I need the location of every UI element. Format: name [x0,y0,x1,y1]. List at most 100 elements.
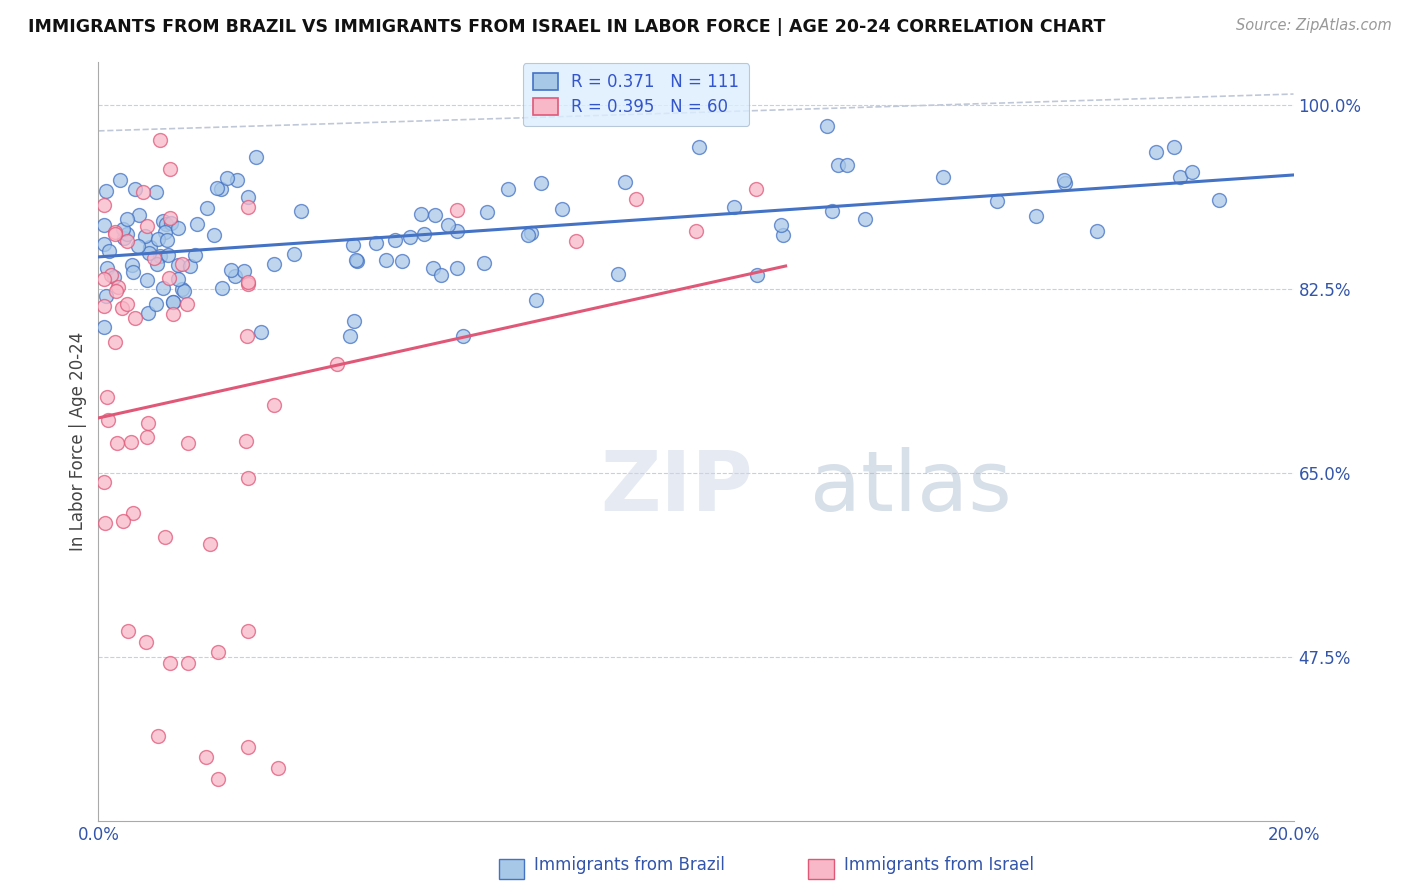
Point [159,211,181,225]
Point [772,227,794,242]
Point [215,171,238,186]
Point [263,398,285,412]
Point [112,222,135,236]
Point [117,212,139,227]
Point [236,329,259,343]
Point [108,172,131,186]
Point [688,140,710,154]
Point [186,218,208,232]
Point [128,208,150,222]
Point [412,227,434,242]
Point [93,271,115,285]
Point [1163,140,1185,154]
Point [530,176,553,190]
Point [159,271,181,285]
Point [235,434,257,448]
Point [184,248,207,262]
Point [148,730,170,744]
Point [115,227,138,242]
Point [211,280,233,294]
Point [517,228,540,243]
Point [221,263,243,277]
Point [626,192,648,206]
Point [290,204,312,219]
Point [104,227,127,242]
Point [236,190,259,204]
Point [177,656,200,670]
Point [520,226,543,240]
Point [207,180,229,194]
Point [342,238,364,252]
Point [93,319,115,334]
Point [159,656,181,670]
Point [149,133,172,147]
Point [399,229,422,244]
Point [224,268,246,283]
Point [103,269,125,284]
Point [770,218,793,232]
Point [162,307,184,321]
Point [986,194,1008,209]
Point [173,284,195,298]
Point [236,471,259,485]
Point [96,390,118,404]
Point [409,207,432,221]
Point [475,205,498,219]
Point [170,257,193,271]
Point [446,261,468,276]
Point [136,416,159,430]
Point [820,203,842,218]
Point [136,219,159,233]
Point [93,299,115,313]
Point [153,530,176,544]
Point [112,514,135,528]
Point [156,233,179,247]
Point [364,235,387,250]
Point [326,357,349,371]
Point [145,185,167,199]
Point [160,217,183,231]
Point [132,186,155,200]
Point [198,537,221,551]
Point [155,217,177,231]
Point [167,258,190,272]
Point [855,211,877,226]
Text: IMMIGRANTS FROM BRAZIL VS IMMIGRANTS FROM ISRAEL IN LABOR FORCE | AGE 20-24 CORR: IMMIGRANTS FROM BRAZIL VS IMMIGRANTS FRO… [28,18,1105,36]
Point [157,248,180,262]
Point [148,232,170,246]
Point [614,175,637,189]
Point [105,435,128,450]
Point [135,634,157,648]
Point [422,261,444,276]
Point [139,240,162,254]
Point [267,761,290,775]
Point [827,158,849,172]
Text: Immigrants from Brazil: Immigrants from Brazil [534,856,725,874]
Point [236,739,259,754]
Point [135,430,157,444]
Point [93,237,115,252]
Point [162,294,184,309]
Point [176,435,198,450]
Point [134,229,156,244]
Point [225,173,247,187]
Point [136,306,159,320]
Point [96,260,118,275]
Point [606,268,628,282]
Point [176,297,198,311]
Point [146,257,169,271]
Point [97,413,120,427]
Point [149,249,172,263]
Point [238,275,260,289]
Point [138,245,160,260]
Point [1208,193,1230,207]
Point [195,201,218,215]
Point [153,225,176,239]
Point [931,169,953,184]
Point [152,281,174,295]
Point [1053,173,1076,187]
Point [346,254,368,268]
Legend: R = 0.371   N = 111, R = 0.395   N = 60: R = 0.371 N = 111, R = 0.395 N = 60 [523,63,749,126]
Point [121,507,143,521]
Point [472,256,495,270]
